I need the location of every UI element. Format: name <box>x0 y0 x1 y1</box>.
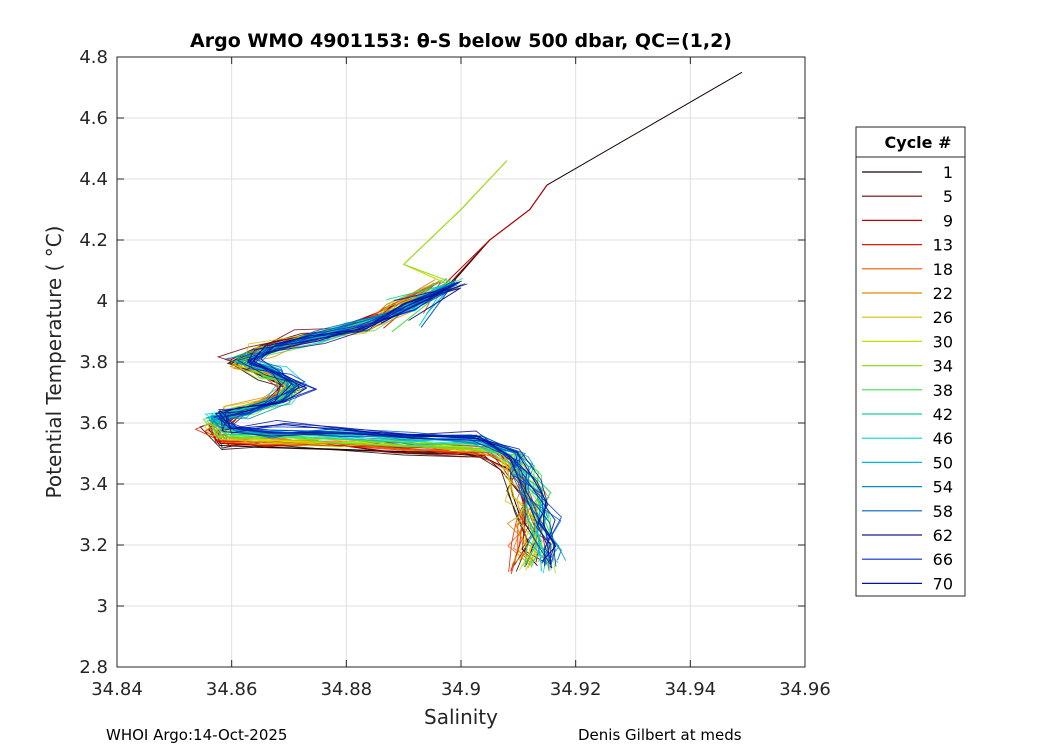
legend-item: 22 <box>862 284 953 303</box>
y-tick-label: 4.8 <box>79 47 108 68</box>
legend-item: 13 <box>862 236 953 255</box>
legend-label: 30 <box>933 332 953 351</box>
legend-item: 18 <box>862 260 953 279</box>
y-tick-label: 2.8 <box>79 657 108 678</box>
legend-title: Cycle # <box>885 133 952 152</box>
legend-label: 9 <box>943 211 953 230</box>
legend-label: 46 <box>933 429 953 448</box>
y-tick-label: 3 <box>97 596 108 617</box>
legend-label: 26 <box>933 308 953 327</box>
legend-item: 54 <box>862 478 953 497</box>
legend-box <box>855 126 966 597</box>
series-line-cycle-70-strand <box>221 280 556 563</box>
x-tick-label: 34.86 <box>206 679 258 700</box>
y-tick-label: 4.6 <box>79 108 108 129</box>
x-tick-label: 34.88 <box>321 679 373 700</box>
legend-label: 34 <box>933 357 953 376</box>
legend: Cycle # 1 5 9 13 18 22 26 30 34 38 42 46 50 54 58 62 66 7… <box>855 126 966 597</box>
legend-label: 13 <box>933 236 953 255</box>
x-tick-label: 34.9 <box>441 679 481 700</box>
x-tick-label: 34.94 <box>665 679 717 700</box>
series-line-cycle-26-strand <box>218 282 546 571</box>
series-line-cycle-58 <box>217 282 556 568</box>
legend-label: 66 <box>933 550 953 569</box>
legend-item: 9 <box>862 211 953 230</box>
x-tick-label: 34.96 <box>779 679 831 700</box>
y-tick-label: 3.6 <box>79 413 108 434</box>
y-tick-label: 4.2 <box>79 230 108 251</box>
y-tick-label: 4 <box>97 291 108 312</box>
legend-item: 5 <box>862 187 953 206</box>
y-tick-label: 3.2 <box>79 535 108 556</box>
legend-label: 38 <box>933 381 953 400</box>
legend-label: 1 <box>943 163 953 182</box>
y-tick-label: 3.4 <box>79 474 108 495</box>
legend-item: 1 <box>862 163 953 182</box>
legend-item: 50 <box>862 453 953 472</box>
y-tick-label: 4.4 <box>79 169 108 190</box>
y-tick-label: 3.8 <box>79 352 108 373</box>
legend-item: 42 <box>862 405 953 424</box>
legend-label: 54 <box>933 478 953 497</box>
legend-label: 58 <box>933 502 953 521</box>
legend-label: 18 <box>933 260 953 279</box>
x-axis-label: Salinity <box>424 705 498 729</box>
legend-item: 26 <box>862 308 953 327</box>
footer-left: WHOI Argo:14-Oct-2025 <box>106 726 287 744</box>
legend-label: 5 <box>943 187 953 206</box>
series-line-cycle-70-strand <box>224 284 552 566</box>
series-line-cycle-70 <box>218 282 557 562</box>
x-tick-label: 34.84 <box>91 679 143 700</box>
legend-label: 62 <box>933 526 953 545</box>
axis-ticks: 34.84 34.86 34.88 34.9 34.92 34.94 34.96 2.8 3 3.… <box>79 47 830 700</box>
legend-label: 42 <box>933 405 953 424</box>
y-axis-label: Potential Temperature ( °C) <box>42 226 66 499</box>
chart-title: Argo WMO 4901153: θ-S below 500 dbar, QC… <box>190 30 732 52</box>
legend-item: 66 <box>862 550 953 569</box>
legend-item: 30 <box>862 332 953 351</box>
legend-label: 70 <box>933 574 953 593</box>
legend-item: 38 <box>862 381 953 400</box>
legend-items: 1 5 9 13 18 22 26 30 34 38 42 46 50 54 58 62 66 70 <box>862 163 953 593</box>
series-line-cycle-58-strand <box>221 279 550 572</box>
legend-item: 58 <box>862 502 953 521</box>
data-series <box>194 71 743 575</box>
legend-item: 46 <box>862 429 953 448</box>
footer-right: Denis Gilbert at meds <box>578 726 742 744</box>
legend-item: 70 <box>862 574 953 593</box>
legend-item: 34 <box>862 357 953 376</box>
x-tick-label: 34.92 <box>550 679 602 700</box>
legend-item: 62 <box>862 526 953 545</box>
legend-label: 50 <box>933 453 953 472</box>
legend-label: 22 <box>933 284 953 303</box>
